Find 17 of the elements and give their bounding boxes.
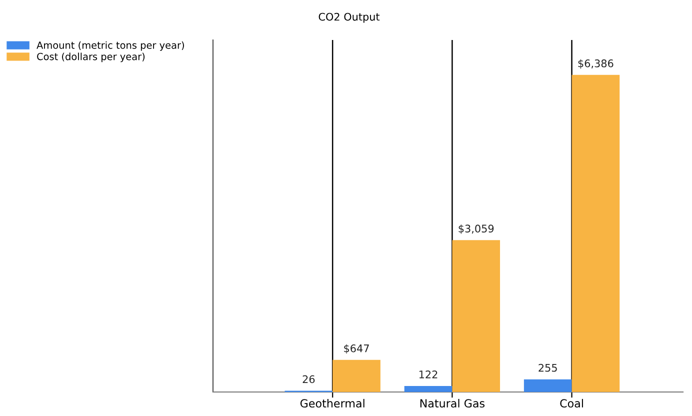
bar xyxy=(524,379,572,392)
x-tick-label: Natural Gas xyxy=(420,398,485,408)
bar xyxy=(572,74,620,392)
x-tick-label: Coal xyxy=(560,398,583,408)
legend-label: Cost (dollars per year) xyxy=(37,52,145,62)
data-label: $6,386 xyxy=(578,59,614,69)
data-label: 122 xyxy=(419,370,438,378)
x-tick-label: Geothermal xyxy=(300,398,364,408)
data-label: $3,059 xyxy=(458,224,494,234)
chart-title: CO2 Output xyxy=(318,12,380,23)
data-label: 255 xyxy=(538,364,557,372)
data-label: 26 xyxy=(302,375,315,384)
bar xyxy=(332,360,380,392)
data-label: $647 xyxy=(344,344,369,354)
legend-label: Amount (metric tons per year) xyxy=(36,41,184,51)
bar xyxy=(452,240,500,392)
bar xyxy=(404,386,452,392)
